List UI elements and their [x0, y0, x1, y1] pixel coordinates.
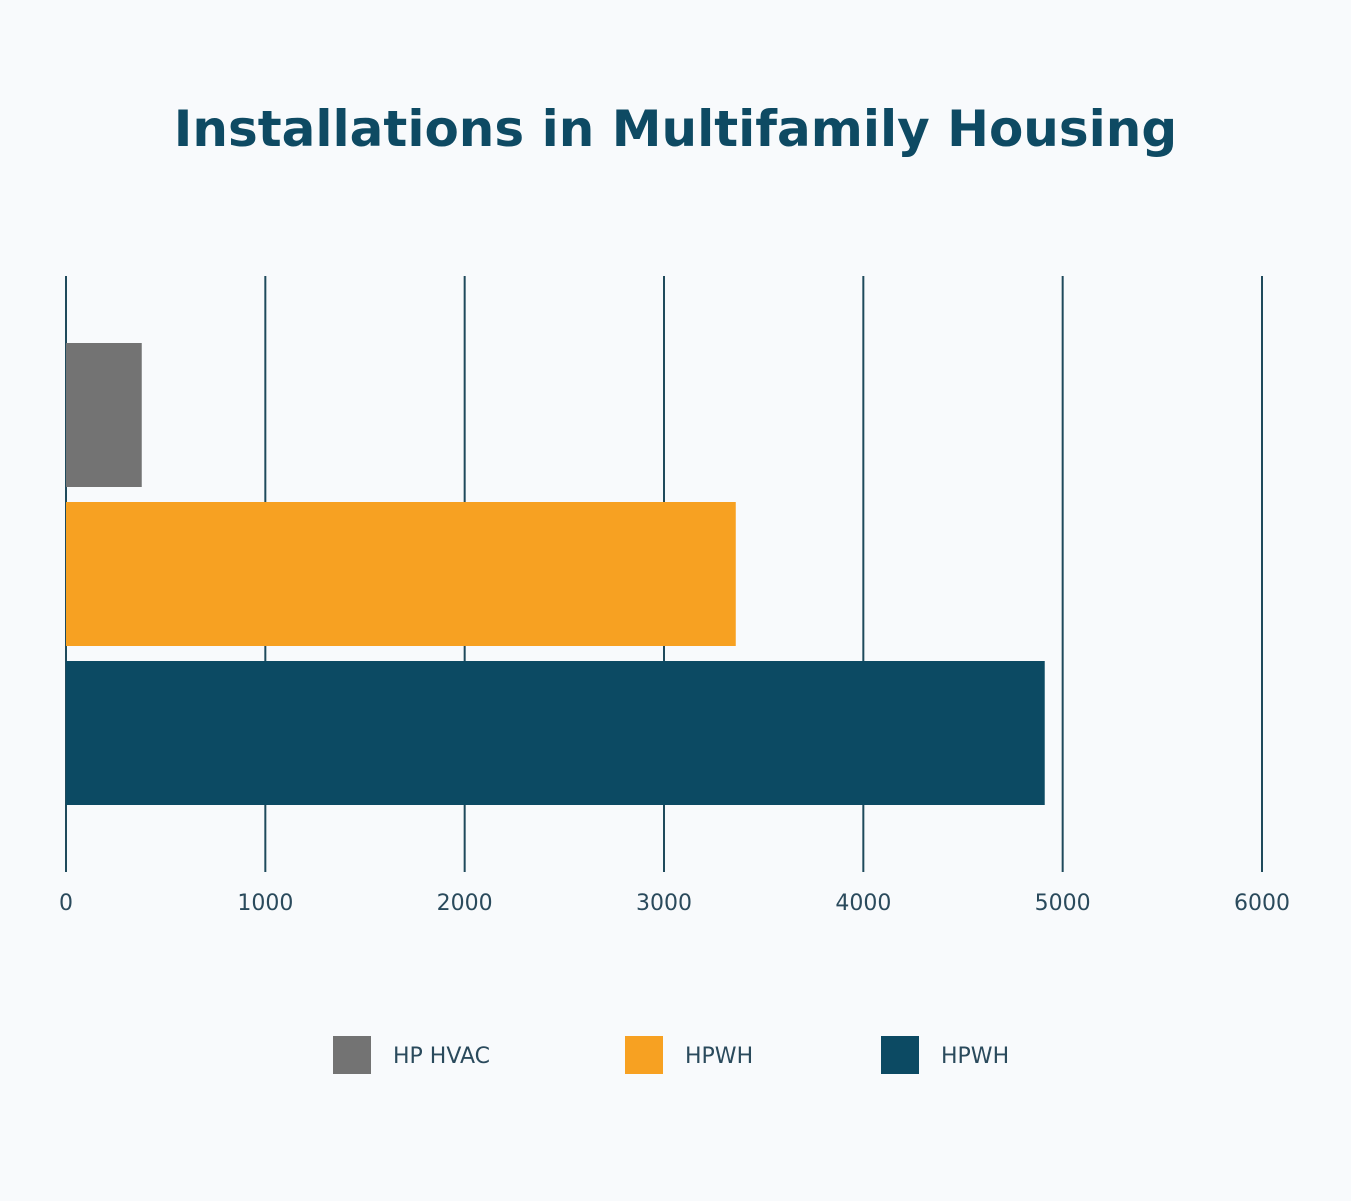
x-tick-label: 3000 [636, 891, 692, 916]
x-tick-label: 4000 [835, 891, 891, 916]
bar-hp-hvac [66, 343, 142, 487]
legend-swatch [625, 1036, 663, 1074]
bars [66, 343, 1045, 805]
legend-swatch [333, 1036, 371, 1074]
bar-hpwh [66, 661, 1045, 805]
x-tick-label: 2000 [437, 891, 493, 916]
legend-label: HPWH [685, 1044, 753, 1069]
chart-title: Installations in Multifamily Housing [173, 100, 1178, 158]
legend-item: HPWH [881, 1036, 1009, 1074]
bar-hpwh [66, 502, 736, 646]
legend-item: HP HVAC [333, 1036, 490, 1074]
legend-item: HPWH [625, 1036, 753, 1074]
legend-label: HP HVAC [393, 1044, 490, 1069]
x-tick-label: 1000 [237, 891, 293, 916]
x-tick-label: 5000 [1035, 891, 1091, 916]
x-tick-label: 0 [59, 891, 73, 916]
legend-label: HPWH [941, 1044, 1009, 1069]
x-tick-label: 6000 [1234, 891, 1290, 916]
legend: HP HVAC HPWH HPWH [333, 1036, 1009, 1074]
x-axis-tick-labels: 0 1000 2000 3000 4000 5000 6000 [59, 891, 1290, 916]
legend-swatch [881, 1036, 919, 1074]
